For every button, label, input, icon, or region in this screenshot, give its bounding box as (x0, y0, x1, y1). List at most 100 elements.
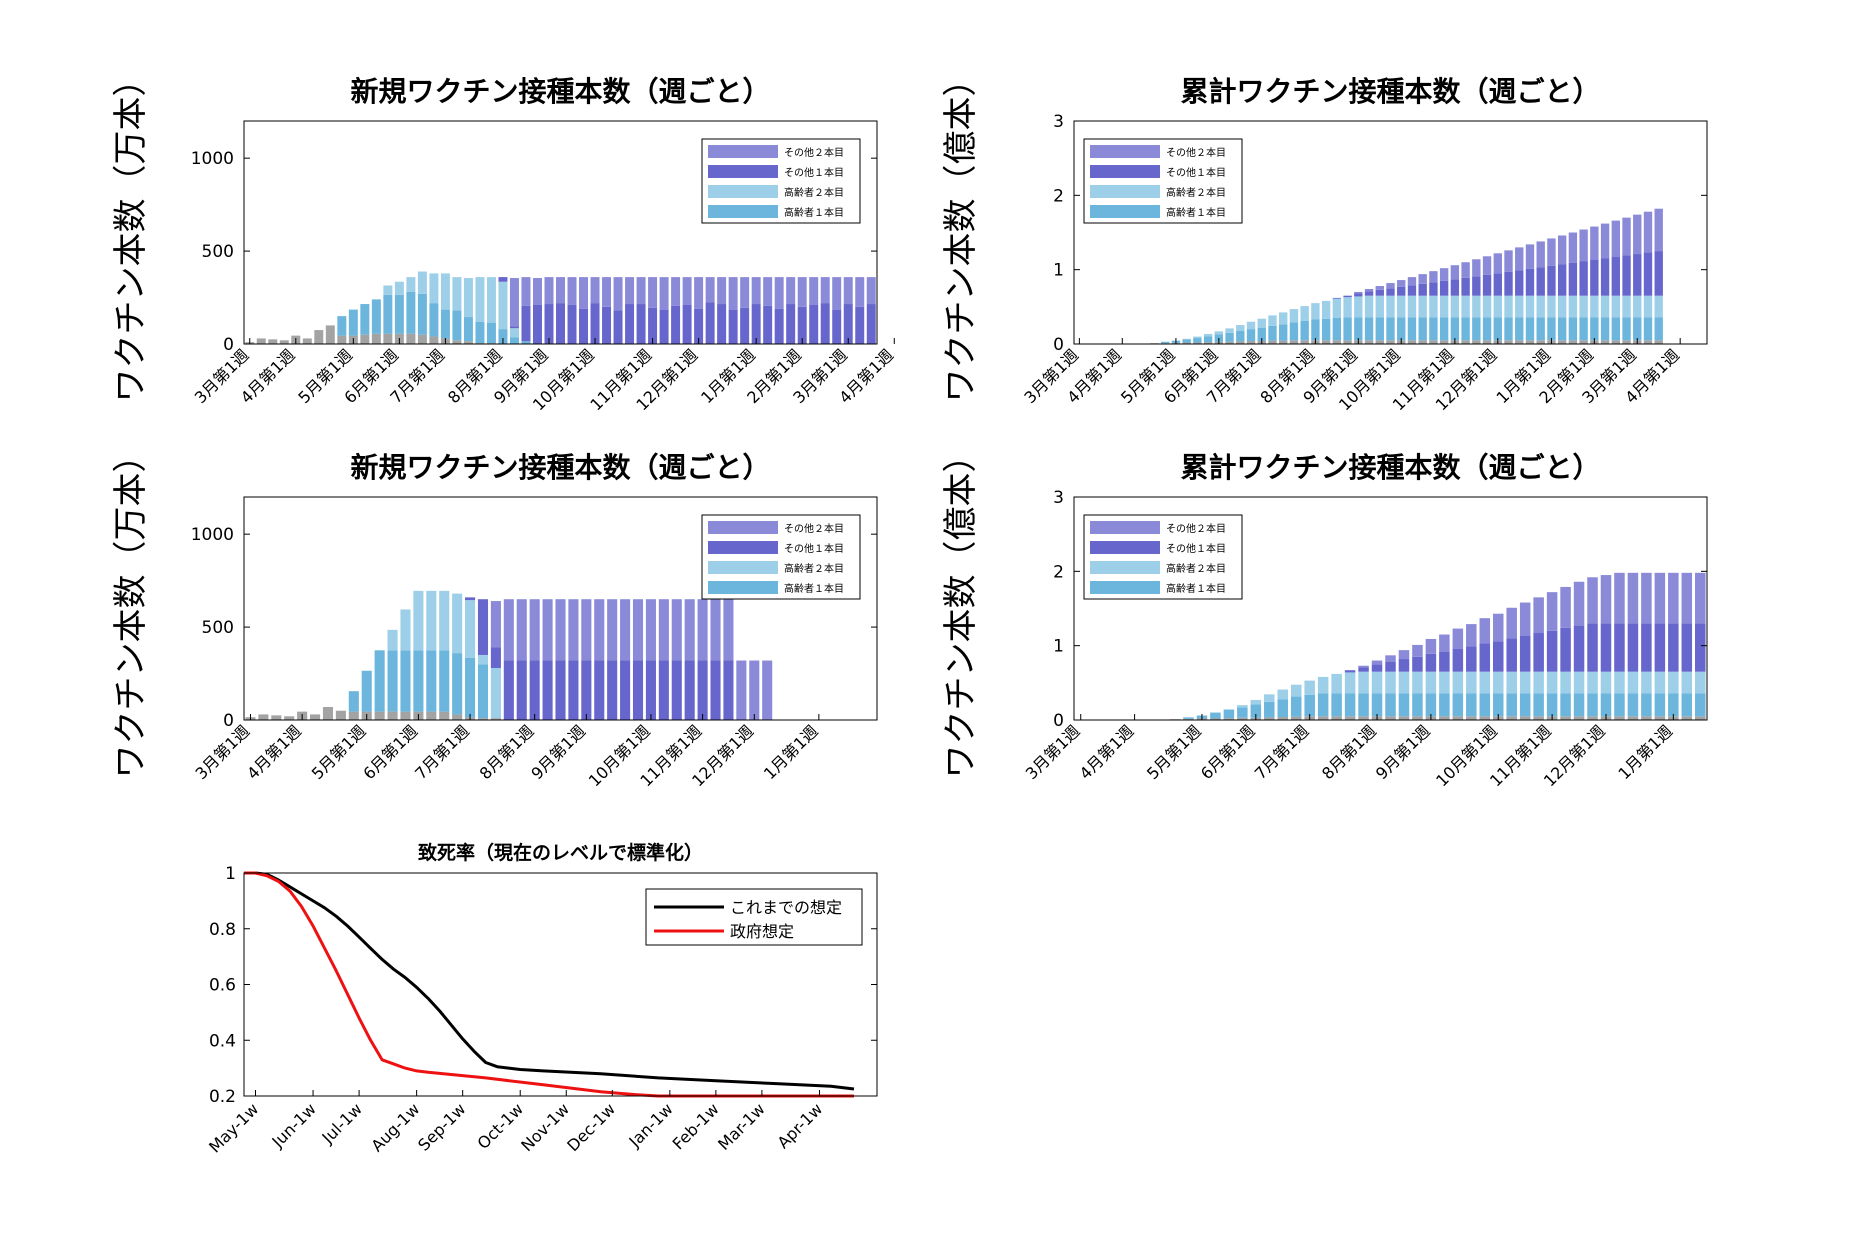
bar-segment (723, 660, 734, 720)
chart5: 致死率（現在のレベルで標準化） 0.2 0.4 0.6 0.8 1 May-1w Jun-1w… (205, 841, 878, 1157)
bar-segment (1573, 671, 1585, 694)
bar-segment (1331, 716, 1342, 720)
y-tick-label: 1 (225, 864, 236, 884)
bar-segment (1515, 270, 1524, 296)
bar-segment (1203, 336, 1213, 343)
bar-segment (590, 277, 600, 304)
bar-segment (1560, 693, 1571, 717)
bar-segment (843, 277, 853, 305)
bar-segment (671, 277, 681, 306)
legend-label: その他１本目 (1166, 542, 1226, 555)
chart-title: 致死率（現在のレベルで標準化） (418, 841, 703, 864)
bar-segment (400, 711, 411, 720)
bar-segment (532, 278, 542, 305)
bar-segment (774, 308, 784, 344)
bar-segment (452, 310, 462, 341)
bar-segment (509, 326, 519, 329)
y-tick-label: 500 (202, 618, 234, 638)
bar-segment (1237, 707, 1248, 718)
bar-segment (544, 277, 554, 305)
bar-segment (1277, 717, 1289, 720)
bar-segment (440, 273, 450, 310)
bar-segment (1452, 628, 1464, 649)
legend-label: 高齢者２本目 (1166, 186, 1226, 199)
legend-label: 政府想定 (730, 922, 794, 941)
bar-segment (1614, 716, 1625, 720)
bar-segment (762, 660, 773, 720)
bar-segment (855, 306, 865, 344)
bar-segment (532, 304, 542, 344)
bar-segment (1385, 662, 1396, 672)
bar-segment (1250, 704, 1262, 718)
bar-segment (1236, 330, 1245, 342)
bar-segment (1573, 716, 1585, 720)
bar-segment (406, 291, 416, 334)
bar-segment (1466, 693, 1477, 717)
bar-segment (1407, 285, 1417, 296)
bar-segment (1439, 693, 1450, 717)
bar-segment (1681, 623, 1693, 672)
x-tick-label: 4月第1週 (243, 721, 305, 783)
bar-segment (322, 706, 334, 720)
bar-segment (529, 660, 540, 720)
bar-segment (1695, 716, 1706, 720)
bar-segment (1321, 340, 1331, 344)
bar-segment (1622, 295, 1631, 318)
legend-swatch (1090, 185, 1160, 198)
bar-segment (1300, 320, 1309, 341)
bar-segment (1654, 623, 1666, 672)
x-tick-label: 5月第1週 (1143, 721, 1205, 783)
bar-segment (1429, 271, 1438, 283)
bar-segment (1354, 317, 1363, 341)
bar-segment (1519, 602, 1531, 637)
bar-segment (1317, 716, 1329, 720)
legend-swatch (1090, 561, 1160, 574)
bar-segment (314, 330, 324, 344)
bar-segment (1237, 717, 1248, 720)
bar-segment (1492, 613, 1504, 642)
bar-segment (1590, 295, 1599, 318)
bar-segment (1568, 317, 1578, 341)
bar-segment (1193, 336, 1202, 339)
chart-title: 累計ワクチン接種本数（週ごと） (1180, 451, 1600, 484)
legend-label: 高齢者２本目 (784, 562, 844, 575)
bar-segment (1533, 597, 1544, 634)
bar-segment (684, 599, 695, 661)
x-tick-label: Sep-1w (414, 1099, 469, 1154)
bar-segment (1546, 630, 1558, 672)
bar-segment (1560, 627, 1571, 672)
bar-segment (1579, 317, 1588, 341)
y-tick-label: 1 (1053, 261, 1064, 281)
chart1: 新規ワクチン接種本数（週ごと）ワクチン本数（万本） 050010003月第1週4月… (111, 63, 897, 415)
legend-swatch (708, 581, 778, 594)
bar-segment (1193, 338, 1202, 343)
legend-label: 高齢者１本目 (784, 582, 844, 595)
bar-segment (1439, 280, 1449, 296)
bar-segment (786, 277, 796, 305)
bar-segment (521, 305, 531, 342)
bar-segment (843, 304, 853, 344)
bar-segment (463, 341, 473, 344)
legend-label: その他２本目 (1166, 146, 1226, 159)
bar-segment (475, 321, 485, 344)
bar-segment (1504, 271, 1513, 296)
bar-segment (1479, 693, 1491, 717)
bar-segment (1627, 716, 1639, 720)
bar-segment (820, 303, 830, 344)
bar-segment (1536, 241, 1545, 268)
bar-segment (1386, 340, 1395, 344)
bar-segment (1525, 340, 1535, 344)
bar-segment (1557, 264, 1567, 296)
bar-segment (1641, 716, 1652, 720)
bar-segment (463, 317, 473, 342)
bar-segment (1525, 317, 1535, 341)
bar-segment (1439, 716, 1450, 720)
bar-segment (1482, 317, 1492, 341)
legend-swatch (708, 521, 778, 534)
bar-segment (1277, 699, 1289, 718)
bar-segment (556, 303, 565, 344)
bar-segment (555, 660, 566, 720)
y-axis-label: ワクチン本数（億本） (941, 63, 981, 403)
